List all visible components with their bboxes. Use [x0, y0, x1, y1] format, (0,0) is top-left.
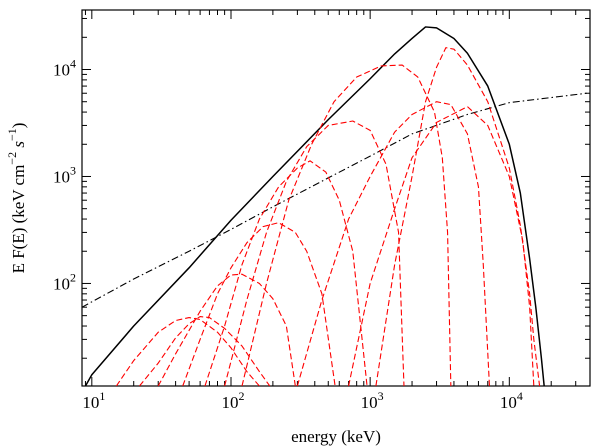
- x-tick-label: 101: [82, 389, 105, 412]
- component-curve-3: [157, 273, 296, 386]
- component-curve-4: [182, 222, 336, 386]
- total-curve: [84, 26, 545, 386]
- x-axis-label: energy (keV): [291, 427, 381, 446]
- x-tick-label: 102: [221, 389, 244, 412]
- series-layer: [82, 26, 587, 386]
- component-curve-1: [115, 317, 260, 386]
- y-tick-label: 104: [53, 57, 76, 80]
- y-axis-label: E F(E) (keV cm−2 s−1): [5, 123, 28, 274]
- y-tick-label: 103: [53, 163, 76, 186]
- component-curve-7: [241, 64, 452, 386]
- dash-dot-line: [82, 92, 587, 308]
- y-tick-label: 102: [53, 270, 76, 293]
- x-tick-label: 104: [500, 389, 523, 412]
- component-curve-9: [348, 106, 535, 386]
- plot-frame: [81, 9, 591, 387]
- component-curve-10: [375, 47, 541, 386]
- tick-labels: 101 102 103 104 102 103 104: [53, 57, 523, 412]
- x-tick-label: 103: [361, 389, 384, 412]
- component-curve-5: [204, 160, 368, 386]
- component-curve-6: [224, 120, 405, 386]
- axis-ticks: [82, 10, 590, 386]
